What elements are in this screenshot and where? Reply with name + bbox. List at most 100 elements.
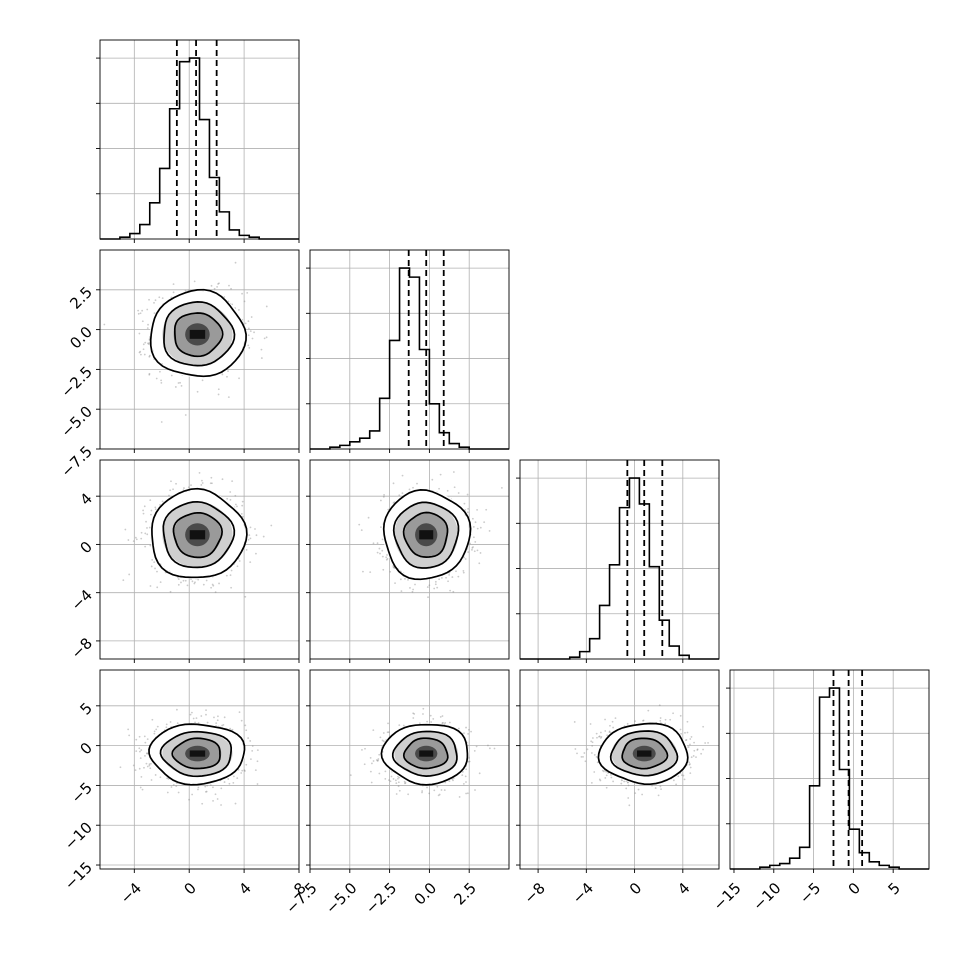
scatter-point [421,790,424,792]
scatter-point [256,783,259,785]
scatter-point [249,537,252,540]
scatter-point [150,779,153,781]
scatter-point [379,552,381,555]
scatter-point [229,491,232,493]
scatter-point [220,787,223,790]
scatter-point [369,770,372,773]
scatter-point [143,766,145,769]
scatter-point [148,355,151,358]
scatter-point [395,782,398,785]
scatter-point [466,792,469,795]
hist-panel-1 [306,249,510,453]
scatter-point [398,494,401,497]
scatter-point [386,731,389,734]
scatter-point [148,298,150,301]
scatter-point [241,504,244,507]
scatter-point [260,357,263,359]
scatter-point [212,799,214,802]
scatter-point [147,323,149,326]
scatter-point [421,791,423,794]
axes-frame [99,39,300,240]
scatter-point [214,793,217,796]
scatter-point [139,350,142,353]
scatter-panel-2-0 [96,459,300,663]
scatter-point [154,774,157,776]
scatter-point [596,736,598,739]
scatter-point [132,764,135,767]
axes-frame [519,459,720,660]
scatter-point [122,579,125,582]
scatter-point [202,583,205,586]
scatter-point [177,578,180,581]
density-peak [189,530,206,540]
axes-frame [309,459,510,660]
scatter-point [211,583,214,586]
scatter-point [205,709,207,712]
scatter-point [600,735,603,738]
scatter-point [606,734,609,737]
scatter-point [180,384,183,387]
scatter-point [240,719,243,722]
scatter-point [213,716,215,719]
scatter-point [247,737,250,739]
scatter-point [144,754,146,757]
scatter-point [254,769,257,772]
scatter-point [142,348,145,351]
scatter-point [443,723,446,726]
scatter-point [159,504,161,506]
scatter-point [206,784,209,787]
scatter-point [426,786,428,789]
scatter-point [256,749,259,752]
scatter-point [146,527,148,529]
scatter-point [153,732,156,735]
scatter-point [149,585,152,587]
scatter-point [124,528,127,531]
scatter-point [610,773,612,776]
scatter-point [461,770,464,773]
scatter-point [216,285,219,288]
scatter-point [381,549,384,552]
scatter-point [398,789,401,792]
scatter-point [160,421,163,423]
scatter-point [205,713,207,716]
scatter-point [230,569,233,572]
scatter-point [439,716,442,718]
scatter-point [132,540,135,542]
scatter-point [140,749,143,751]
scatter-point [188,798,190,801]
scatter-point [440,577,443,579]
scatter-content [100,670,299,869]
scatter-point [659,717,662,719]
scatter-point [210,586,213,589]
scatter-point [236,777,239,780]
axes-frame [99,669,300,870]
scatter-point [234,503,237,506]
scatter-point [201,379,204,382]
scatter-point [251,337,254,340]
scatter-point [241,769,244,772]
scatter-point [201,482,204,484]
scatter-point [452,779,454,782]
scatter-content [100,460,299,659]
scatter-point [634,720,636,723]
scatter-point [689,738,692,740]
scatter-point [172,488,174,491]
scatter-point [159,581,162,583]
scatter-point [232,782,235,784]
scatter-point [379,499,382,502]
scatter-point [238,711,241,714]
axes-frame [309,669,510,870]
scatter-point [197,578,200,581]
scatter-point [474,541,477,543]
scatter-point [451,576,454,578]
scatter-point [429,714,432,717]
scatter-point [402,724,405,727]
scatter-point [476,549,479,552]
scatter-point [465,768,468,771]
scatter-point [467,507,469,510]
scatter-point [412,588,415,591]
scatter-point [227,396,230,398]
scatter-point [217,715,219,718]
scatter-point [371,762,373,765]
scatter-point [469,542,472,545]
